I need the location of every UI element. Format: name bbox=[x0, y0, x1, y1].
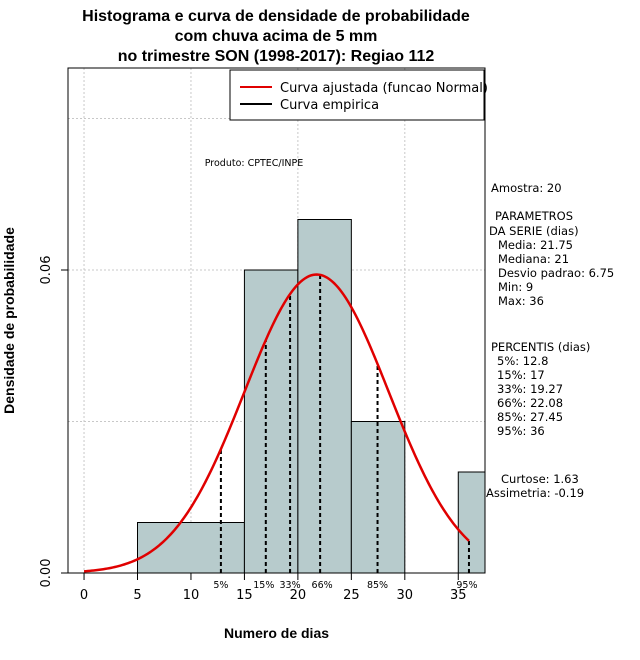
x-tick-label: 20 bbox=[290, 588, 307, 603]
percentile-lines: 5% 15% 33% 66% 85% 95% bbox=[213, 274, 478, 591]
legend-label: Curva ajustada (funcao Normal) bbox=[280, 81, 488, 96]
legend: Curva ajustada (funcao Normal) Curva empi… bbox=[229, 69, 488, 121]
x-axis-label: Numero de dias bbox=[224, 625, 329, 641]
side-stat-text: Amostra: 20 bbox=[491, 181, 562, 195]
side-stat-text: 15%: 17 bbox=[497, 368, 545, 382]
percentile-label: 5% bbox=[213, 580, 228, 591]
y-axis-label: Densidade de probabilidade bbox=[1, 227, 17, 414]
percentile-label: 95% bbox=[456, 580, 477, 591]
side-stat-text: Curtose: 1.63 bbox=[501, 472, 579, 486]
side-stat-text: 85%: 27.45 bbox=[497, 410, 563, 424]
chart-title-line: Histograma e curva de densidade de proba… bbox=[82, 8, 470, 25]
side-stat-text: Max: 36 bbox=[498, 294, 544, 308]
legend-label: Curva empirica bbox=[280, 98, 379, 113]
chart-titles: Histograma e curva de densidade de proba… bbox=[82, 8, 470, 169]
side-stat-text: PERCENTIS (dias) bbox=[491, 340, 590, 354]
side-stat-text: 95%: 36 bbox=[497, 424, 545, 438]
product-annotation: Produto: CPTEC/INPE bbox=[205, 158, 304, 169]
chart-title-line: no trimestre SON (1998-2017): Regiao 112 bbox=[118, 48, 435, 65]
y-tick-label: 0.00 bbox=[39, 559, 54, 588]
normal-curve-group bbox=[83, 273, 470, 573]
histogram-bar bbox=[137, 522, 245, 574]
x-tick-label: 0 bbox=[80, 588, 88, 603]
histogram-bar bbox=[457, 471, 486, 574]
plot-frame bbox=[67, 67, 486, 574]
side-stat-text: DA SERIE (dias) bbox=[489, 224, 579, 238]
side-stat-text: Media: 21.75 bbox=[498, 238, 573, 252]
histogram-bar bbox=[297, 219, 352, 574]
x-tick-label: 5 bbox=[133, 588, 141, 603]
legend-box bbox=[229, 69, 485, 121]
percentile-label: 66% bbox=[312, 580, 333, 591]
side-stat-text: Mediana: 21 bbox=[498, 252, 569, 266]
x-tick-label: 35 bbox=[450, 588, 467, 603]
chart-title-line: com chuva acima de 5 mm bbox=[175, 28, 378, 45]
side-stat-text: 66%: 22.08 bbox=[497, 396, 563, 410]
percentile-label: 85% bbox=[367, 580, 388, 591]
side-stat-text: Min: 9 bbox=[498, 280, 533, 294]
y-tick-label: 0.06 bbox=[39, 256, 54, 285]
side-stat-text: Desvio padrao: 6.75 bbox=[498, 266, 614, 280]
side-stat-text: 5%: 12.8 bbox=[497, 354, 548, 368]
side-stat-text: Assimetria: -0.19 bbox=[486, 486, 584, 500]
normal-curve bbox=[83, 273, 470, 573]
x-tick-label: 25 bbox=[343, 588, 360, 603]
axes: 0 5 10 15 20 25 30 35 0.00 0.06 Numero de dias Dens… bbox=[1, 67, 486, 641]
percentile-label: 33% bbox=[280, 580, 301, 591]
histogram-bars bbox=[68, 219, 486, 574]
x-tick-label: 10 bbox=[183, 588, 200, 603]
side-stat-text: 33%: 19.27 bbox=[497, 382, 563, 396]
x-tick-label: 15 bbox=[236, 588, 253, 603]
percentile-label: 15% bbox=[253, 580, 274, 591]
x-tick-label: 30 bbox=[397, 588, 414, 603]
side-stat-text: PARAMETROS bbox=[495, 209, 573, 223]
